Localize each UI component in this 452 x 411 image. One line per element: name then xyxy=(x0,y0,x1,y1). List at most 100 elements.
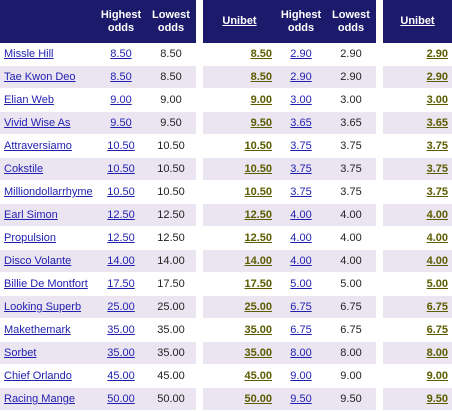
unibet-odds[interactable]: 10.50 xyxy=(203,180,276,204)
table-row: Billie De Montfort 17.50 17.50 17.50 5.00 5.0… xyxy=(0,272,452,296)
highest-odds[interactable]: 6.75 xyxy=(276,318,326,342)
runner-name[interactable]: Tae Kwon Deo xyxy=(0,65,96,89)
table-row: Cokstile 10.50 10.50 10.50 3.75 3.75 3.75 xyxy=(0,157,452,181)
column-gap xyxy=(196,180,203,204)
column-gap xyxy=(196,387,203,411)
highest-odds[interactable]: 10.50 xyxy=(96,157,146,181)
runner-name[interactable]: Cokstile xyxy=(0,157,96,181)
highest-odds[interactable]: 8.00 xyxy=(276,341,326,365)
highest-odds[interactable]: 3.75 xyxy=(276,157,326,181)
highest-odds[interactable]: 45.00 xyxy=(96,364,146,388)
highest-odds[interactable]: 12.50 xyxy=(96,226,146,250)
column-gap xyxy=(376,387,383,411)
column-gap xyxy=(196,318,203,342)
runner-name[interactable]: Attraversiamo xyxy=(0,134,96,158)
highest-odds[interactable]: 35.00 xyxy=(96,341,146,365)
highest-odds[interactable]: 10.50 xyxy=(96,134,146,158)
column-gap xyxy=(376,226,383,250)
highest-odds[interactable]: 25.00 xyxy=(96,295,146,319)
highest-odds[interactable]: 10.50 xyxy=(96,180,146,204)
unibet-odds[interactable]: 9.00 xyxy=(203,88,276,112)
runner-name[interactable]: Disco Volante xyxy=(0,249,96,273)
highest-odds[interactable]: 5.00 xyxy=(276,272,326,296)
unibet-odds[interactable]: 9.50 xyxy=(383,387,452,411)
highest-odds[interactable]: 9.00 xyxy=(96,88,146,112)
highest-odds[interactable]: 12.50 xyxy=(96,203,146,227)
highest-odds[interactable]: 50.00 xyxy=(96,387,146,411)
highest-odds[interactable]: 8.50 xyxy=(96,43,146,66)
runner-name[interactable]: Vivid Wise As xyxy=(0,111,96,135)
table-row: Racing Mange 50.00 50.00 50.00 9.50 9.50 9.50 xyxy=(0,387,452,411)
column-gap xyxy=(196,364,203,388)
unibet-odds[interactable]: 8.00 xyxy=(383,341,452,365)
column-gap xyxy=(376,318,383,342)
unibet-odds[interactable]: 12.50 xyxy=(203,226,276,250)
unibet-odds[interactable]: 9.00 xyxy=(383,364,452,388)
highest-odds[interactable]: 4.00 xyxy=(276,226,326,250)
unibet-odds[interactable]: 6.75 xyxy=(383,318,452,342)
lowest-odds: 45.00 xyxy=(146,364,196,388)
runner-name[interactable]: Makethemark xyxy=(0,318,96,342)
unibet-odds[interactable]: 25.00 xyxy=(203,295,276,319)
highest-odds[interactable]: 17.50 xyxy=(96,272,146,296)
bookmaker-header[interactable]: Unibet xyxy=(383,0,452,43)
lowest-odds: 9.50 xyxy=(146,111,196,135)
unibet-odds[interactable]: 10.50 xyxy=(203,157,276,181)
highest-odds[interactable]: 6.75 xyxy=(276,295,326,319)
runner-name[interactable]: Elian Web xyxy=(0,88,96,112)
unibet-odds[interactable]: 5.00 xyxy=(383,272,452,296)
runner-name[interactable]: Billie De Montfort xyxy=(0,272,96,296)
table-row: Earl Simon 12.50 12.50 12.50 4.00 4.00 4.00 xyxy=(0,203,452,227)
unibet-odds[interactable]: 3.75 xyxy=(383,157,452,181)
table-row: Elian Web 9.00 9.00 9.00 3.00 3.00 3.00 xyxy=(0,88,452,112)
highest-odds[interactable]: 2.90 xyxy=(276,43,326,66)
unibet-odds[interactable]: 9.50 xyxy=(203,111,276,135)
highest-odds[interactable]: 8.50 xyxy=(96,65,146,89)
highest-odds[interactable]: 2.90 xyxy=(276,65,326,89)
highest-odds[interactable]: 3.00 xyxy=(276,88,326,112)
unibet-odds[interactable]: 3.75 xyxy=(383,180,452,204)
unibet-odds[interactable]: 6.75 xyxy=(383,295,452,319)
highest-odds[interactable]: 9.50 xyxy=(276,387,326,411)
highest-odds[interactable]: 9.00 xyxy=(276,364,326,388)
highest-odds[interactable]: 4.00 xyxy=(276,249,326,273)
unibet-odds[interactable]: 3.65 xyxy=(383,111,452,135)
highest-odds[interactable]: 35.00 xyxy=(96,318,146,342)
unibet-odds[interactable]: 8.50 xyxy=(203,43,276,66)
highest-odds[interactable]: 3.75 xyxy=(276,134,326,158)
unibet-odds[interactable]: 17.50 xyxy=(203,272,276,296)
unibet-odds[interactable]: 14.00 xyxy=(203,249,276,273)
unibet-odds[interactable]: 35.00 xyxy=(203,341,276,365)
highest-odds[interactable]: 3.75 xyxy=(276,180,326,204)
unibet-odds[interactable]: 8.50 xyxy=(203,65,276,89)
unibet-odds[interactable]: 35.00 xyxy=(203,318,276,342)
unibet-odds[interactable]: 3.00 xyxy=(383,88,452,112)
runner-name[interactable]: Sorbet xyxy=(0,341,96,365)
unibet-odds[interactable]: 45.00 xyxy=(203,364,276,388)
highest-odds[interactable]: 14.00 xyxy=(96,249,146,273)
unibet-odds[interactable]: 12.50 xyxy=(203,203,276,227)
runner-name[interactable]: Propulsion xyxy=(0,226,96,250)
header-cell: Lowest odds xyxy=(326,0,376,43)
runner-name[interactable]: Chief Orlando xyxy=(0,364,96,388)
highest-odds[interactable]: 9.50 xyxy=(96,111,146,135)
runner-name[interactable]: Milliondollarrhyme xyxy=(0,180,96,204)
column-gap xyxy=(196,249,203,273)
column-gap xyxy=(376,180,383,204)
runner-name[interactable]: Earl Simon xyxy=(0,203,96,227)
runner-name[interactable]: Racing Mange xyxy=(0,387,96,411)
unibet-odds[interactable]: 4.00 xyxy=(383,203,452,227)
runner-name[interactable]: Missle Hill xyxy=(0,43,96,66)
unibet-odds[interactable]: 10.50 xyxy=(203,134,276,158)
unibet-odds[interactable]: 4.00 xyxy=(383,226,452,250)
unibet-odds[interactable]: 4.00 xyxy=(383,249,452,273)
unibet-odds[interactable]: 3.75 xyxy=(383,134,452,158)
bookmaker-header[interactable]: Unibet xyxy=(203,0,276,43)
highest-odds[interactable]: 4.00 xyxy=(276,203,326,227)
unibet-odds[interactable]: 2.90 xyxy=(383,65,452,89)
column-gap xyxy=(376,43,383,66)
runner-name[interactable]: Looking Superb xyxy=(0,295,96,319)
unibet-odds[interactable]: 2.90 xyxy=(383,43,452,66)
highest-odds[interactable]: 3.65 xyxy=(276,111,326,135)
unibet-odds[interactable]: 50.00 xyxy=(203,387,276,411)
